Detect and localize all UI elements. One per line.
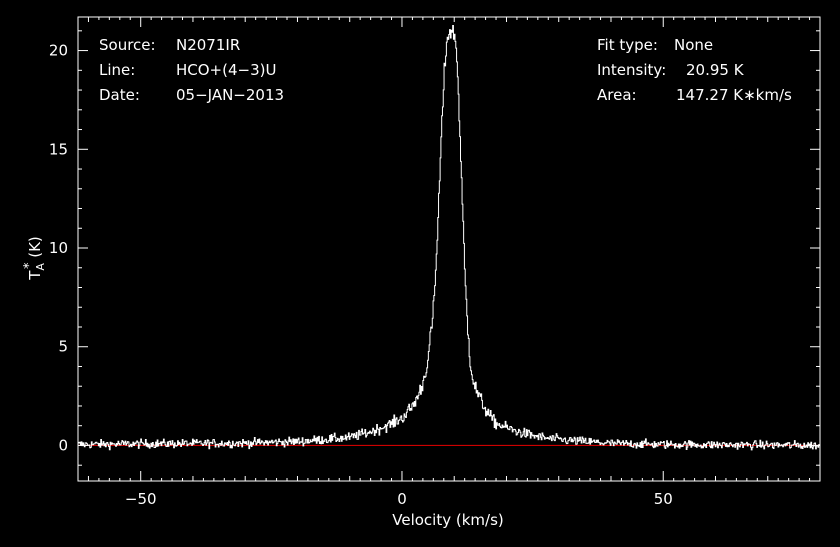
y-axis-subscript: A xyxy=(34,263,47,271)
x-axis-title: Velocity (km/s) xyxy=(392,511,503,529)
area-label: Area: xyxy=(597,86,637,104)
y-axis-superscript: * xyxy=(22,262,37,269)
spectrum-line xyxy=(78,25,820,451)
header-right: Fit type: None Intensity: 20.95 K Area: … xyxy=(597,36,792,104)
fit-type-label: Fit type: xyxy=(597,36,658,54)
date-label: Date: xyxy=(99,86,140,104)
fit-type-value: None xyxy=(674,36,713,54)
area-value: 147.27 K∗km/s xyxy=(676,86,792,104)
intensity-label: Intensity: xyxy=(597,61,666,79)
intensity-value: 20.95 K xyxy=(686,61,745,79)
y-axis-unit: (K) xyxy=(26,236,44,262)
x-tick-label: 50 xyxy=(654,490,673,508)
header-left: Source: N2071IR Line: HCO+(4−3)U Date: 0… xyxy=(99,36,284,104)
y-axis-symbol: T xyxy=(26,270,44,281)
line-value: HCO+(4−3)U xyxy=(176,61,276,79)
source-label: Source: xyxy=(99,36,156,54)
y-tick-label: 0 xyxy=(58,436,68,454)
chart-layer: −50 0 50 0 5 10 15 20 xyxy=(49,16,821,508)
x-tick-label: −50 xyxy=(125,490,157,508)
y-tick-label: 5 xyxy=(58,338,68,356)
y-tick-label: 20 xyxy=(49,42,68,60)
plot-frame xyxy=(77,16,821,482)
y-axis-title: TA* (K) xyxy=(22,236,47,281)
y-tick-label: 10 xyxy=(49,239,68,257)
date-value: 05−JAN−2013 xyxy=(176,86,284,104)
source-value: N2071IR xyxy=(176,36,240,54)
y-tick-label: 15 xyxy=(49,140,68,158)
x-tick-label: 0 xyxy=(397,490,407,508)
line-label: Line: xyxy=(99,61,135,79)
